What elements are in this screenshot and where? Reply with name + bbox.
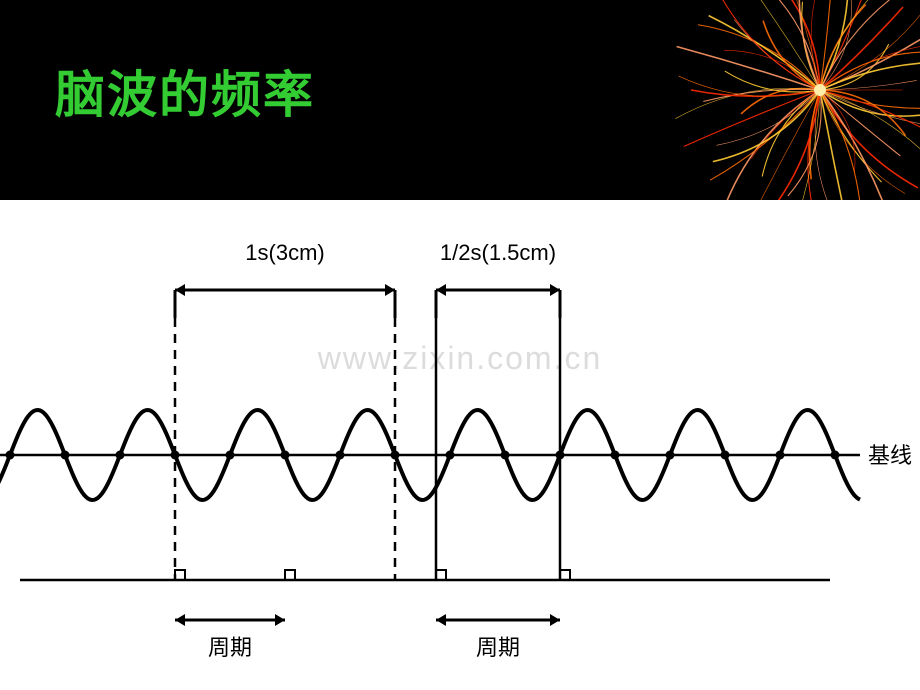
slide-header: 脑波的频率 — [0, 0, 920, 200]
firework-decoration — [620, 0, 920, 200]
wave-svg: 基线 1s(3cm) 周期 1/2s(1.5cm) 周期 — [0, 200, 920, 690]
svg-text:1s(3cm): 1s(3cm) — [245, 240, 324, 265]
svg-text:基线: 基线 — [868, 443, 912, 468]
svg-text:1/2s(1.5cm): 1/2s(1.5cm) — [440, 240, 556, 265]
wave-diagram: www.zixin.com.cn 基线1s(3cm)周期1/2s(1.5cm)周… — [0, 200, 920, 690]
slide-title: 脑波的频率 — [55, 55, 315, 127]
svg-text:周期: 周期 — [476, 635, 520, 660]
svg-text:周期: 周期 — [208, 635, 252, 660]
